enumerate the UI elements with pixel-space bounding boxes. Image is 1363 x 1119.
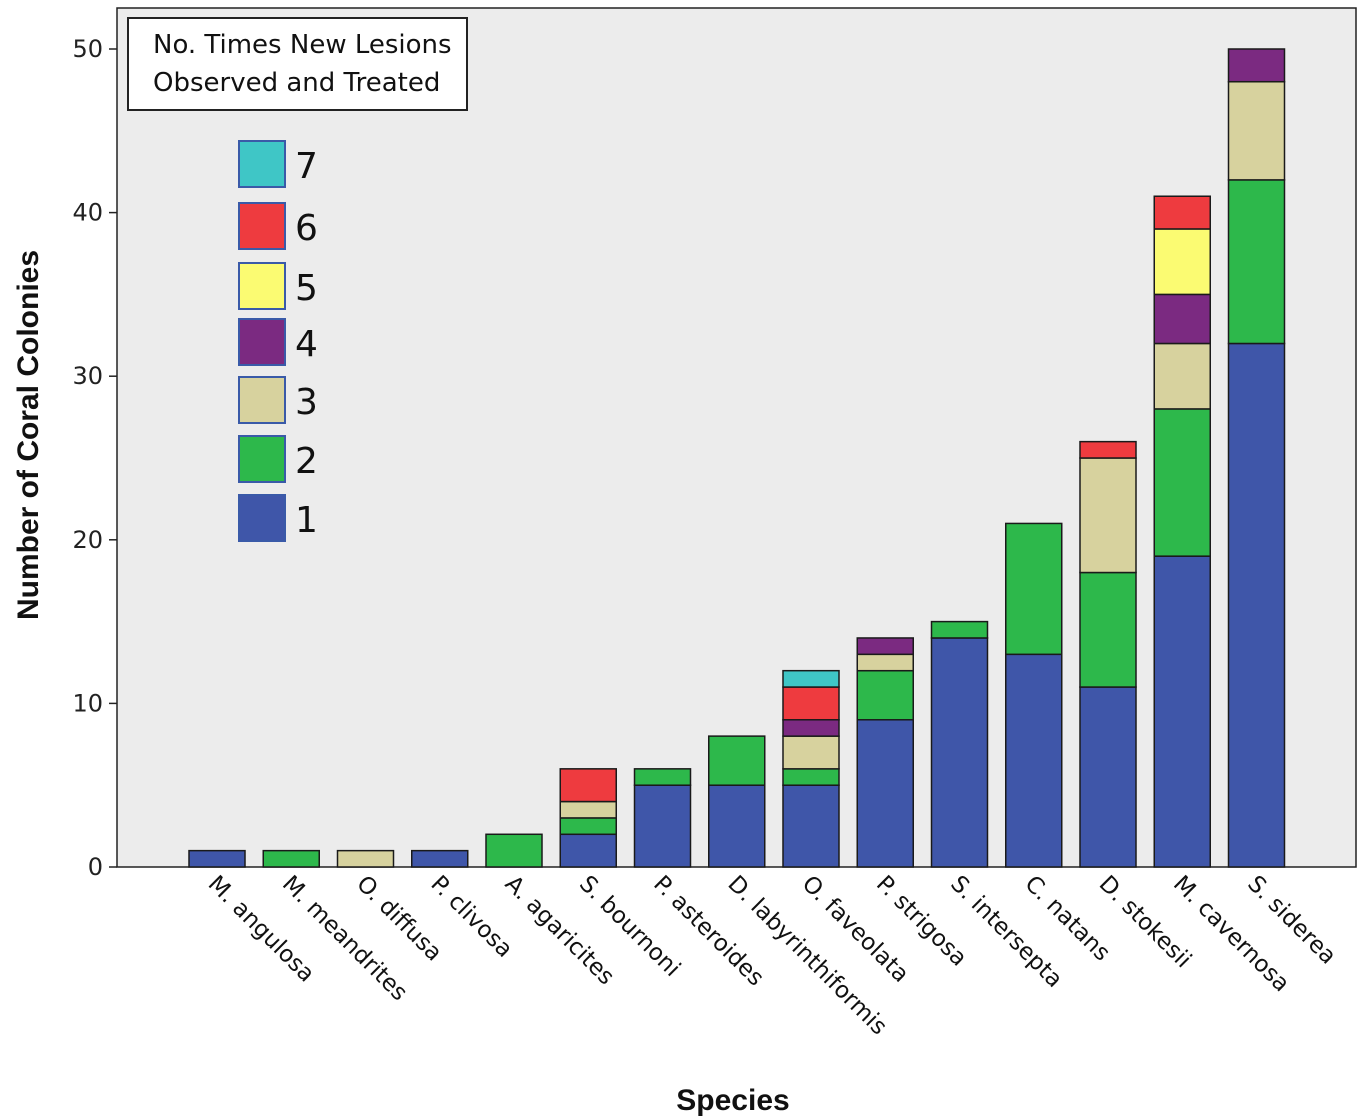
bar-segment-4-1 (485, 833, 543, 868)
legend-label-5: 5 (295, 268, 318, 309)
bar-segment-8-0 (782, 784, 840, 868)
bar-segment-8-2 (782, 735, 840, 770)
bar-segment-11-1 (1005, 522, 1063, 656)
legend-swatch-3 (238, 376, 286, 424)
bar-segment-5-5 (559, 768, 617, 803)
bar-segment-13-0 (1153, 555, 1211, 868)
bar-segment-14-2 (1227, 80, 1286, 181)
bar-segment-13-4 (1153, 228, 1211, 296)
bar-segment-13-3 (1153, 293, 1211, 345)
legend-swatch-4 (238, 318, 286, 366)
legend-swatch-6 (238, 202, 286, 250)
bar-segment-14-3 (1227, 48, 1286, 83)
bar-segment-11-0 (1005, 653, 1063, 868)
bar-segment-0-0 (188, 849, 246, 868)
bar-segment-2-2 (336, 849, 395, 868)
bar-segment-1-1 (262, 849, 320, 868)
bar-segment-8-1 (782, 768, 840, 786)
y-tick-label-2: 20 (72, 526, 103, 554)
legend-label-2: 2 (295, 441, 318, 482)
bar-segment-12-1 (1079, 571, 1137, 688)
legend-swatch-5 (238, 262, 286, 310)
bar-segment-13-5 (1153, 195, 1211, 230)
bar-segment-9-3 (856, 637, 914, 656)
bar-segment-8-5 (782, 686, 840, 721)
legend: No. Times New Lesions Observed and Treat… (127, 17, 468, 542)
legend-label-7: 7 (295, 146, 318, 187)
bar-segment-7-1 (708, 735, 766, 786)
bar-segment-7-0 (708, 784, 766, 868)
y-tick-label-5: 50 (72, 35, 103, 63)
legend-swatch-7 (238, 140, 286, 188)
y-tick-label-3: 30 (72, 362, 103, 390)
legend-label-1: 1 (295, 500, 318, 541)
bar-segment-12-5 (1079, 440, 1137, 459)
y-tick-label-0: 0 (88, 853, 103, 881)
bar-segment-12-0 (1079, 686, 1137, 868)
y-tick-label-1: 10 (72, 689, 103, 717)
bar-segment-13-1 (1153, 408, 1211, 557)
bar-segment-9-1 (856, 669, 914, 721)
bar-segment-3-0 (411, 849, 469, 868)
bar-segment-5-2 (559, 800, 617, 819)
bar-segment-6-1 (633, 768, 692, 786)
bars (188, 48, 1286, 868)
legend-label-3: 3 (295, 382, 318, 423)
bar-segment-14-1 (1227, 179, 1286, 345)
legend-title-line-2: Observed and Treated (153, 68, 440, 98)
bar-segment-8-6 (782, 669, 840, 688)
x-tick-label-1: M. meandrites (277, 871, 412, 1006)
bar-segment-10-0 (930, 637, 989, 868)
legend-label-4: 4 (295, 324, 318, 365)
legend-swatch-2 (238, 435, 286, 483)
x-axis-title: Species (676, 1084, 789, 1117)
bar-segment-10-1 (930, 620, 989, 639)
y-tick-label-4: 40 (72, 199, 103, 227)
legend-title-box (127, 17, 468, 111)
legend-label-6: 6 (295, 208, 318, 249)
bar-segment-9-2 (856, 653, 914, 672)
plot-background (116, 7, 1357, 868)
bar-segment-9-0 (856, 719, 914, 868)
bar-segment-12-2 (1079, 457, 1137, 574)
y-axis: 0 10 20 30 40 50 (72, 35, 117, 881)
bar-segment-5-0 (559, 833, 617, 868)
bar-segment-6-0 (633, 784, 692, 868)
bar-segment-5-1 (559, 817, 617, 836)
legend-items: 7 6 5 4 3 2 1 (238, 140, 318, 542)
legend-swatch-1 (238, 494, 286, 542)
y-axis-title: Number of Coral Colonies (12, 250, 45, 620)
bar-segment-14-0 (1227, 342, 1286, 868)
bar-segment-8-3 (782, 719, 840, 737)
legend-title-line-1: No. Times New Lesions (153, 30, 452, 60)
bar-segment-13-2 (1153, 342, 1211, 410)
